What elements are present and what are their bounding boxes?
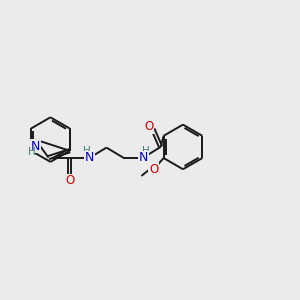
Text: O: O: [149, 163, 158, 176]
Text: O: O: [65, 174, 74, 187]
Text: H: H: [28, 147, 35, 157]
Text: N: N: [31, 140, 40, 153]
Text: N: N: [85, 151, 94, 164]
Text: N: N: [139, 151, 148, 164]
Text: H: H: [83, 146, 91, 156]
Text: H: H: [142, 146, 150, 156]
Text: O: O: [144, 120, 153, 133]
